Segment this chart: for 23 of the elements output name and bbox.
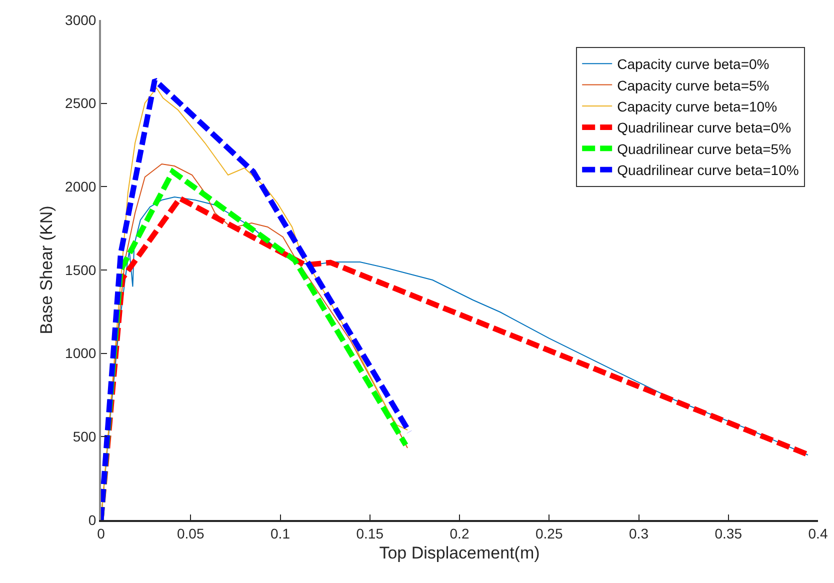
- legend-label: Quadrilinear curve beta=0%: [617, 120, 792, 136]
- x-tick-label: 0.3: [629, 526, 649, 542]
- x-tick-label: 0.35: [714, 526, 742, 542]
- x-tick-label: 0.1: [270, 526, 290, 542]
- y-tick-label: 1500: [65, 262, 96, 278]
- y-tick-label: 3000: [65, 12, 96, 28]
- y-tick-label: 500: [72, 428, 96, 445]
- legend-label: Capacity curve beta=0%: [617, 56, 770, 72]
- y-tick-label: 0: [88, 512, 96, 528]
- y-tick-label: 2500: [65, 95, 96, 112]
- x-tick-label: 0.15: [356, 526, 384, 542]
- y-tick-label: 2000: [65, 178, 96, 195]
- x-tick-label: 0.2: [450, 526, 470, 542]
- legend-label: Quadrilinear curve beta=5%: [617, 140, 792, 157]
- x-tick-label: 0.25: [536, 526, 563, 542]
- x-tick-label: 0.05: [177, 526, 204, 542]
- legend-label: Quadrilinear curve beta=10%: [617, 162, 799, 178]
- y-tick-label: 1000: [65, 345, 96, 362]
- y-axis-title: Base Shear (KN): [37, 206, 56, 334]
- legend-label: Capacity curve beta=5%: [617, 77, 770, 94]
- legend-label: Capacity curve beta=10%: [617, 98, 778, 114]
- x-axis-title: Top Displacement(m): [379, 543, 540, 562]
- x-tick-label: 0.4: [808, 526, 828, 542]
